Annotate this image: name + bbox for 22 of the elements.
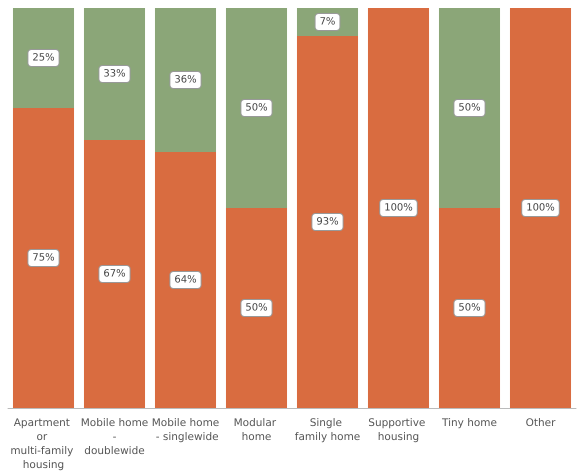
x-tick-label: Supportive housing	[368, 417, 429, 443]
data-label: 7%	[320, 16, 336, 28]
data-label: 36%	[174, 74, 197, 86]
x-tick-label: Mobile home - doublewide	[80, 417, 148, 457]
data-label: 50%	[458, 302, 481, 314]
data-label: 64%	[174, 274, 197, 286]
data-label: 100%	[384, 202, 413, 214]
data-label: 67%	[103, 268, 126, 280]
x-tick-label: Apartment or multi-family housing	[10, 417, 77, 471]
data-label: 33%	[103, 68, 126, 80]
data-label: 50%	[458, 102, 481, 114]
data-label: 100%	[526, 202, 555, 214]
data-label: 93%	[316, 216, 339, 228]
data-label: 50%	[245, 102, 268, 114]
data-label: 25%	[32, 52, 55, 64]
data-label: 50%	[245, 302, 268, 314]
x-tick-label: Mobile home - singlewide	[152, 417, 220, 443]
x-tick-label: Tiny home	[441, 417, 497, 429]
x-tick-label: Single family home	[294, 417, 360, 443]
x-tick-label: Other	[526, 417, 556, 429]
data-label: 75%	[32, 252, 55, 264]
x-tick-label: Modular home	[234, 417, 280, 443]
